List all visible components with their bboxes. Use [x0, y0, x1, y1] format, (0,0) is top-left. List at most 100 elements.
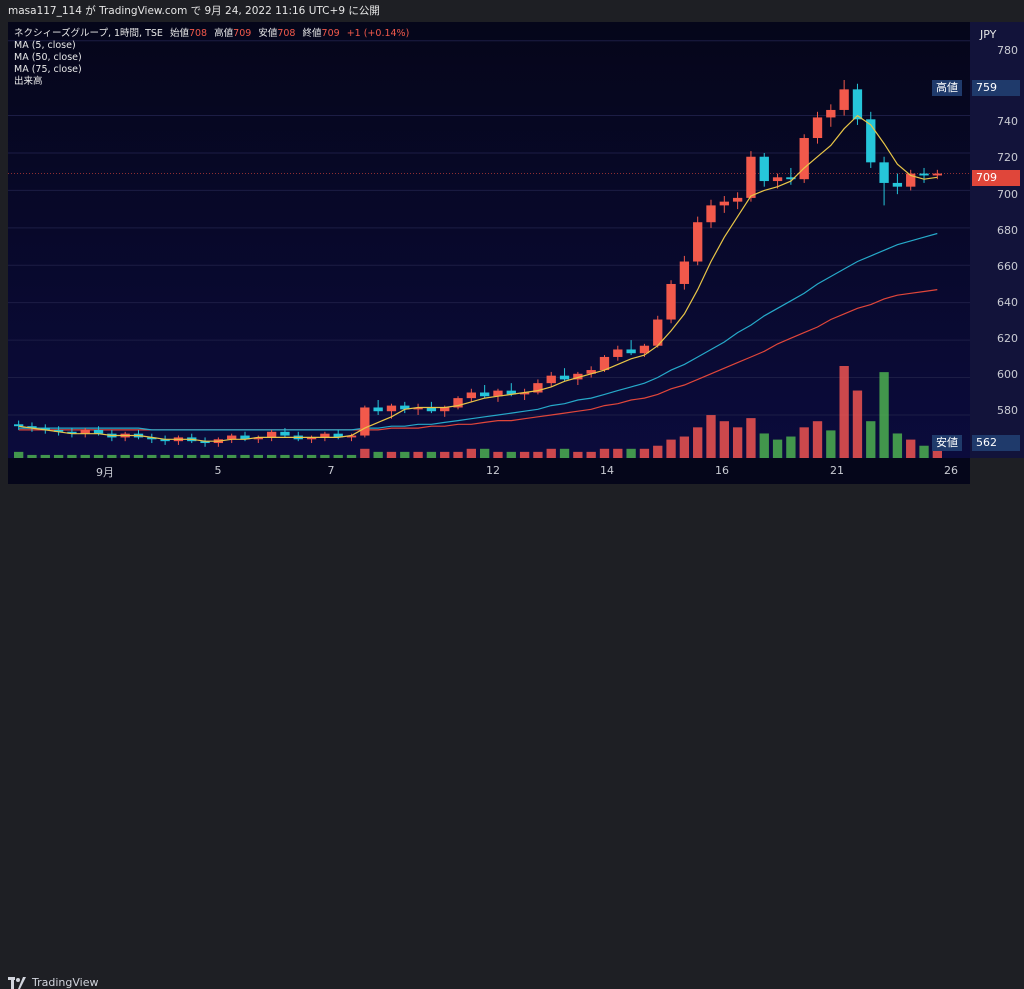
chart-plot-area[interactable] — [8, 22, 970, 458]
volume-bar — [306, 454, 317, 458]
y-tick: 640 — [997, 296, 1018, 309]
high-marker-label: 高値 — [932, 80, 962, 96]
volume-bar — [200, 454, 210, 458]
y-tick: 780 — [997, 44, 1018, 57]
volume-bar — [746, 418, 756, 458]
volume-bar — [479, 448, 490, 458]
candle-body — [866, 119, 876, 163]
symbol-line[interactable]: ネクシィーズグループ, 1時間, TSE 始値708 高値709 安値708 終… — [14, 28, 409, 40]
candle-body — [639, 345, 650, 354]
tradingview-brand: TradingView — [32, 976, 99, 989]
volume-bar — [80, 454, 90, 458]
candle-body — [280, 431, 290, 436]
candle-body — [613, 349, 623, 357]
volume-bar — [772, 439, 783, 458]
volume-bar — [493, 451, 503, 458]
candle-body — [80, 429, 90, 434]
candle-body — [13, 424, 24, 427]
volume-bar — [93, 454, 104, 458]
ma75-line — [18, 289, 938, 431]
ma5-line — [18, 114, 938, 442]
candle-body — [573, 373, 583, 380]
candle-body — [413, 407, 423, 410]
volume-bar — [786, 436, 796, 458]
volume-bar — [559, 448, 570, 458]
y-tick: 600 — [997, 368, 1018, 381]
volume-bar — [426, 451, 437, 458]
y-tick: 700 — [997, 188, 1018, 201]
volume-bar — [13, 451, 24, 458]
y-tick: 660 — [997, 260, 1018, 273]
x-tick: 16 — [715, 464, 729, 477]
volume-bar — [386, 451, 397, 458]
volume-bar — [440, 451, 450, 458]
volume-bar — [613, 448, 623, 458]
volume-bar — [693, 427, 703, 458]
low-marker-value: 562 — [972, 435, 1020, 451]
candle-body — [852, 89, 863, 120]
candle-body — [67, 431, 77, 434]
candle-body — [932, 173, 943, 176]
candle-body — [373, 407, 383, 412]
symbol-name: ネクシィーズグループ, 1時間, TSE — [14, 28, 163, 39]
volume-bar — [40, 454, 50, 458]
candle-body — [400, 405, 410, 410]
candle-body — [559, 375, 570, 380]
volume-bar — [586, 451, 596, 458]
high-value: 709 — [233, 28, 252, 39]
candle-body — [506, 390, 516, 395]
ma50-line — [18, 232, 938, 431]
volume-bar — [53, 454, 64, 458]
volume-bar — [519, 451, 530, 458]
volume-bar — [879, 372, 889, 458]
candle-body — [759, 156, 769, 182]
x-tick: 7 — [327, 464, 335, 477]
legend-ma50[interactable]: MA (50, close) — [14, 52, 82, 63]
volume-bar — [839, 366, 849, 458]
volume-bar — [27, 454, 37, 458]
candle-body — [799, 138, 809, 180]
volume-bar — [240, 454, 250, 458]
volume-bar — [360, 448, 370, 458]
candle-body — [586, 370, 596, 374]
candle-body — [346, 435, 357, 438]
volume-bar — [213, 454, 224, 458]
candle-body — [693, 222, 703, 262]
volume-bar — [120, 454, 130, 458]
time-axis[interactable]: 9月 5 7 12 14 16 21 26 — [8, 458, 970, 484]
volume-bar — [266, 454, 277, 458]
legend-volume[interactable]: 出来高 — [14, 76, 43, 87]
volume-bar — [666, 439, 676, 458]
publish-attribution: masa117_114 が TradingView.com で 9月 24, 2… — [0, 0, 1024, 22]
candle-body — [227, 435, 237, 440]
volume-bar — [812, 421, 823, 458]
volume-bar — [400, 451, 410, 458]
volume-bar — [453, 451, 463, 458]
change-value: +1 (+0.14%) — [346, 28, 410, 39]
y-tick: 740 — [997, 115, 1018, 128]
x-tick: 12 — [486, 464, 500, 477]
candle-body — [53, 429, 64, 432]
volume-bar — [227, 454, 237, 458]
volume-bar — [826, 430, 836, 458]
volume-bar — [719, 421, 729, 458]
legend-ma5[interactable]: MA (5, close) — [14, 40, 76, 51]
tradingview-logo[interactable]: TradingView — [8, 976, 98, 989]
volume-bar — [599, 448, 610, 458]
close-value: 709 — [321, 28, 340, 39]
candle-body — [40, 428, 50, 430]
last-price-badge: 709 — [972, 170, 1020, 186]
volume-bar — [346, 454, 357, 458]
candle-body — [879, 162, 889, 183]
tradingview-icon — [8, 976, 26, 989]
candle-body — [599, 356, 610, 371]
candle-body — [360, 407, 370, 436]
legend-ma75[interactable]: MA (75, close) — [14, 64, 82, 75]
volume-bar — [413, 451, 423, 458]
candle-body — [653, 319, 663, 346]
volume-bar — [573, 451, 583, 458]
candle-body — [386, 405, 397, 412]
high-marker-value: 759 — [972, 80, 1020, 96]
candle-body — [719, 201, 729, 206]
candle-body — [919, 173, 929, 176]
